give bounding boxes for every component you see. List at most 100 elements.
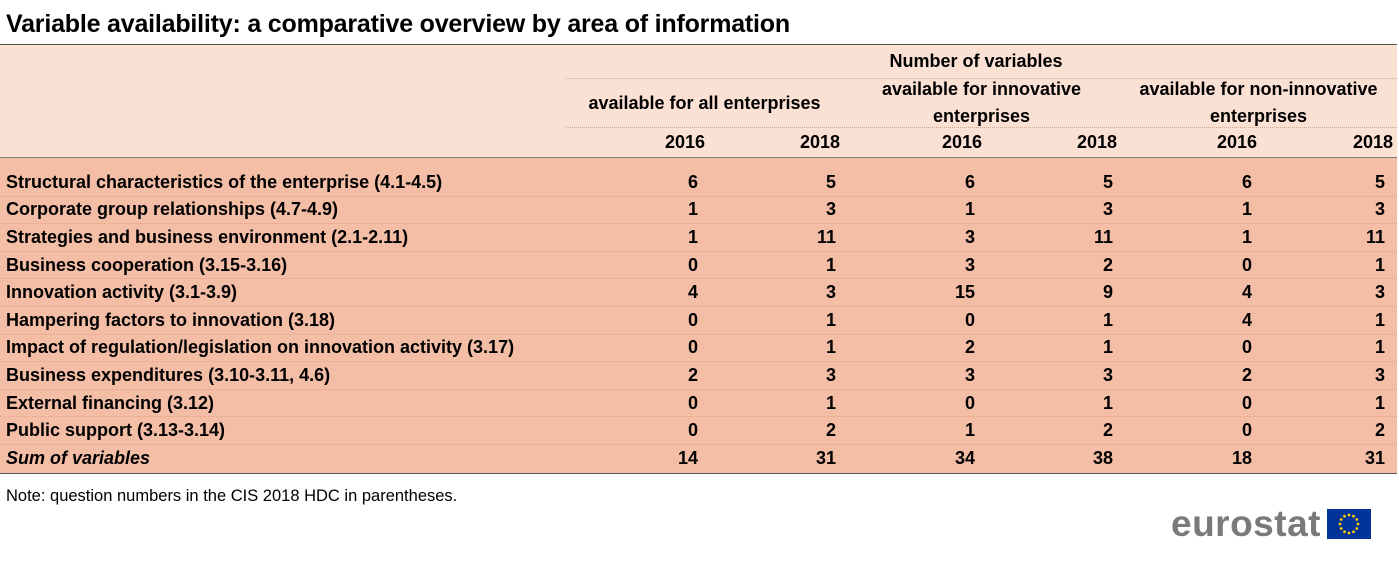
cell: 1 bbox=[1374, 392, 1385, 413]
table-row: Business cooperation (3.15-3.16) 0 1 3 2… bbox=[0, 252, 1397, 280]
cell: 3 bbox=[1374, 282, 1385, 303]
cell: 0 bbox=[964, 309, 975, 330]
table-body: Structural characteristics of the enterp… bbox=[0, 158, 1397, 473]
group-label-all: available for all enterprises bbox=[588, 93, 821, 113]
year-header: 2018 bbox=[799, 132, 840, 152]
cell: 3 bbox=[825, 364, 836, 385]
table-row: Corporate group relationships (4.7-4.9) … bbox=[0, 197, 1397, 225]
cell: 0 bbox=[687, 309, 698, 330]
cell: 3 bbox=[825, 282, 836, 303]
cell: 9 bbox=[1102, 282, 1113, 303]
cell: 3 bbox=[964, 226, 975, 247]
table-row: Innovation activity (3.1-3.9) 4 3 15 9 4… bbox=[0, 279, 1397, 307]
cell: 14 bbox=[677, 447, 698, 468]
row-label: Sum of variables bbox=[6, 447, 151, 468]
cell: 1 bbox=[1102, 337, 1113, 358]
cell: 5 bbox=[825, 171, 836, 192]
cell: 3 bbox=[825, 199, 836, 220]
cell: 31 bbox=[1364, 447, 1385, 468]
cell: 0 bbox=[687, 254, 698, 275]
cell: 11 bbox=[1365, 226, 1385, 247]
cell: 1 bbox=[1241, 199, 1252, 220]
cell: 1 bbox=[1241, 226, 1252, 247]
cell: 2 bbox=[1102, 254, 1113, 275]
table-row: Impact of regulation/legislation on inno… bbox=[0, 335, 1397, 363]
cell: 1 bbox=[825, 309, 836, 330]
header-divider bbox=[566, 127, 1397, 128]
cell: 2 bbox=[687, 364, 698, 385]
year-header: 2018 bbox=[1352, 132, 1393, 152]
cell: 3 bbox=[1374, 364, 1385, 385]
cell: 1 bbox=[825, 392, 836, 413]
group-title: Number of variables bbox=[889, 51, 1063, 71]
cell: 3 bbox=[1374, 199, 1385, 220]
cell: 2 bbox=[1374, 420, 1385, 441]
cell: 0 bbox=[1241, 337, 1252, 358]
table-row: Structural characteristics of the enterp… bbox=[0, 169, 1397, 197]
cell: 0 bbox=[1241, 392, 1252, 413]
cell: 1 bbox=[1102, 309, 1113, 330]
cell: 1 bbox=[1102, 392, 1113, 413]
table-row: Business expenditures (3.10-3.11, 4.6) 2… bbox=[0, 362, 1397, 390]
cell: 34 bbox=[954, 447, 975, 468]
eu-flag-icon bbox=[1326, 509, 1371, 539]
table-row: Strategies and business environment (2.1… bbox=[0, 224, 1397, 252]
cell: 2 bbox=[1102, 420, 1113, 441]
row-label: Strategies and business environment (2.1… bbox=[6, 226, 409, 247]
row-label: Public support (3.13-3.14) bbox=[6, 420, 226, 441]
cell: 4 bbox=[687, 282, 698, 303]
year-header: 2016 bbox=[664, 132, 705, 152]
cell: 5 bbox=[1102, 171, 1113, 192]
year-header: 2018 bbox=[1076, 132, 1117, 152]
cell: 1 bbox=[1374, 337, 1385, 358]
table-note: Note: question numbers in the CIS 2018 H… bbox=[6, 487, 458, 505]
table-title: Variable availability: a comparative ove… bbox=[6, 10, 790, 38]
cell: 1 bbox=[964, 199, 975, 220]
cell: 6 bbox=[1241, 171, 1252, 192]
cell: 11 bbox=[816, 226, 836, 247]
cell: 4 bbox=[1241, 282, 1252, 303]
cell: 1 bbox=[687, 199, 698, 220]
cell: 4 bbox=[1241, 309, 1252, 330]
eurostat-logo: eurostat bbox=[1171, 503, 1371, 545]
cell: 0 bbox=[1241, 254, 1252, 275]
row-label: Structural characteristics of the enterp… bbox=[6, 171, 443, 192]
row-label: Business cooperation (3.15-3.16) bbox=[6, 254, 288, 275]
logo-text: eurostat bbox=[1171, 503, 1321, 544]
cell: 0 bbox=[964, 392, 975, 413]
cell: 0 bbox=[687, 420, 698, 441]
row-label: Corporate group relationships (4.7-4.9) bbox=[6, 199, 339, 220]
table-row: Public support (3.13-3.14) 0 2 1 2 0 2 bbox=[0, 417, 1397, 445]
cell: 6 bbox=[687, 171, 698, 192]
cell: 0 bbox=[687, 337, 698, 358]
cell: 5 bbox=[1374, 171, 1385, 192]
cell: 3 bbox=[1102, 364, 1113, 385]
data-table: Number of variables available for all en… bbox=[0, 44, 1397, 474]
total-row: Sum of variables 14 31 34 38 18 31 bbox=[0, 445, 1397, 472]
cell: 1 bbox=[687, 226, 698, 247]
cell: 1 bbox=[1374, 309, 1385, 330]
year-header: 2016 bbox=[941, 132, 982, 152]
table-header: Number of variables available for all en… bbox=[0, 45, 1397, 158]
cell: 1 bbox=[825, 254, 836, 275]
cell: 15 bbox=[954, 282, 975, 303]
cell: 6 bbox=[964, 171, 975, 192]
cell: 2 bbox=[1241, 364, 1252, 385]
table-row: Hampering factors to innovation (3.18) 0… bbox=[0, 307, 1397, 335]
cell: 0 bbox=[687, 392, 698, 413]
cell: 1 bbox=[1374, 254, 1385, 275]
row-label: External financing (3.12) bbox=[6, 392, 215, 413]
group-label-innovative: available for innovative enterprises bbox=[881, 79, 1082, 126]
cell: 0 bbox=[1241, 420, 1252, 441]
table-row: External financing (3.12) 0 1 0 1 0 1 bbox=[0, 390, 1397, 418]
row-label: Innovation activity (3.1-3.9) bbox=[6, 282, 238, 303]
cell: 18 bbox=[1231, 447, 1252, 468]
group-label-non-innovative: available for non-innovative enterprises bbox=[1139, 79, 1378, 126]
cell: 1 bbox=[825, 337, 836, 358]
row-label: Hampering factors to innovation (3.18) bbox=[6, 309, 336, 330]
cell: 3 bbox=[1102, 199, 1113, 220]
cell: 3 bbox=[964, 254, 975, 275]
cell: 1 bbox=[964, 420, 975, 441]
cell: 31 bbox=[815, 447, 836, 468]
cell: 38 bbox=[1092, 447, 1113, 468]
